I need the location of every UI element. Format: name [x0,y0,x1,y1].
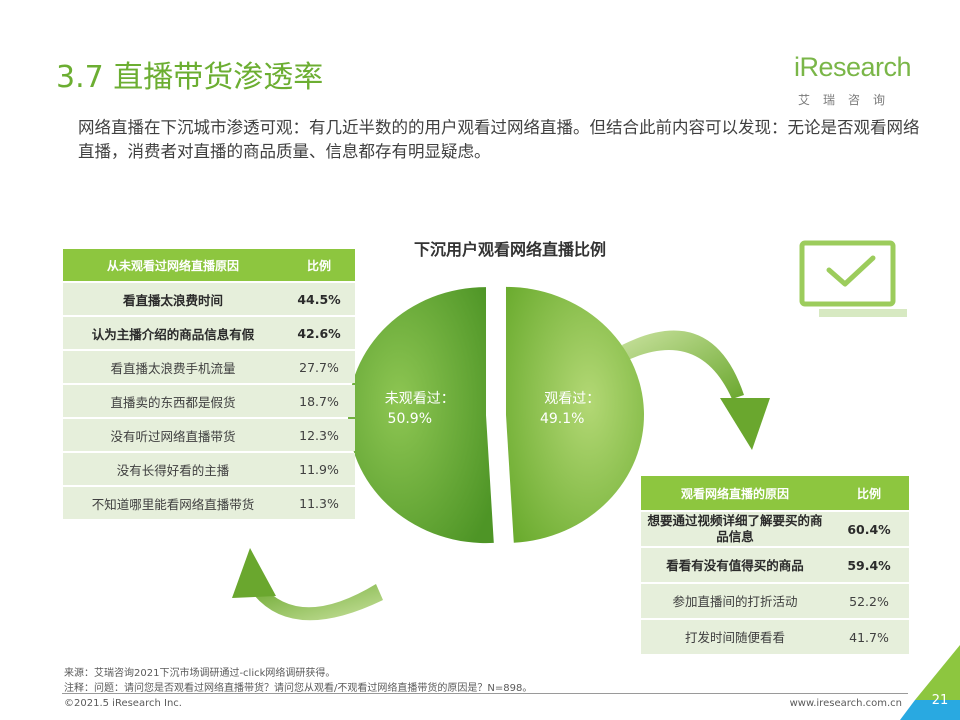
row-reason: 看直播太浪费时间 [63,283,283,315]
row-reason: 不知道哪里能看网络直播带货 [63,487,283,519]
monitor-check-icon [799,240,907,317]
row-reason: 看看有没有值得买的商品 [641,548,829,582]
table-row: 想要通过视频详细了解要买的商品信息 60.4% [641,512,909,546]
header-pct: 比例 [283,249,355,281]
logo-subtitle: 艾瑞咨询 [798,93,899,107]
curved-arrow-icon [232,548,383,621]
table-row: 不知道哪里能看网络直播带货 11.3% [63,487,355,519]
row-pct: 42.6% [283,317,355,349]
table-row: 看直播太浪费时间 44.5% [63,283,355,315]
footer-copyright: ©2021.5 iResearch Inc. [64,698,182,709]
table-header-row: 从未观看过网络直播原因 比例 [63,249,355,281]
intro-paragraph: 网络直播在下沉城市渗透可观：有几近半数的的用户观看过网络直播。但结合此前内容可以… [78,118,920,161]
table-row: 看看有没有值得买的商品 59.4% [641,548,909,582]
row-pct: 52.2% [829,584,909,618]
footer-source: 来源：艾瑞咨询2021下沉市场调研通过-click网络调研获得。 [64,668,336,679]
footer-divider [62,693,908,694]
page-title: 3.7 直播带货渗透率 [56,60,324,95]
table-row: 看直播太浪费手机流量 27.7% [63,351,355,383]
curved-arrow-icon [622,330,770,450]
logo-text: iResearch [794,52,912,82]
row-pct: 60.4% [829,512,909,546]
watched-reasons-table: 观看网络直播的原因 比例 想要通过视频详细了解要买的商品信息 60.4% 看看有没有… [641,474,909,656]
row-reason: 想要通过视频详细了解要买的商品信息 [641,512,829,546]
footer-note: 注释：问题：请问您是否观看过网络直播带货？请问您从观看/不观看过网络直播带货的原… [64,683,533,694]
row-reason: 认为主播介绍的商品信息有假 [63,317,283,349]
not-watched-reasons-table: 从未观看过网络直播原因 比例 看直播太浪费时间 44.5% 认为主播介绍的商品信息有… [63,247,355,521]
row-reason: 直播卖的东西都是假货 [63,385,283,417]
row-pct: 11.9% [283,453,355,485]
row-reason: 看直播太浪费手机流量 [63,351,283,383]
row-pct: 59.4% [829,548,909,582]
header-reason: 观看网络直播的原因 [641,476,829,510]
row-pct: 12.3% [283,419,355,451]
table-row: 参加直播间的打折活动 52.2% [641,584,909,618]
row-reason: 打发时间随便看看 [641,620,829,654]
row-reason: 没有听过网络直播带货 [63,419,283,451]
pie-slice-watched [505,286,644,543]
header-reason: 从未观看过网络直播原因 [63,249,283,281]
row-pct: 41.7% [829,620,909,654]
corner-triangle-blue [900,700,960,720]
header-pct: 比例 [829,476,909,510]
table-row: 没有听过网络直播带货 12.3% [63,419,355,451]
pie-chart: 未观看过： 50.9% 观看过： 49.1% [348,286,644,544]
row-reason: 没有长得好看的主播 [63,453,283,485]
row-pct: 18.7% [283,385,355,417]
table-row: 打发时间随便看看 41.7% [641,620,909,654]
corner-triangle-green [915,645,960,700]
table-row: 没有长得好看的主播 11.9% [63,453,355,485]
row-pct: 11.3% [283,487,355,519]
pie-value-1: 49.1% [540,411,584,427]
table-row: 认为主播介绍的商品信息有假 42.6% [63,317,355,349]
row-pct: 27.7% [283,351,355,383]
table-header-row: 观看网络直播的原因 比例 [641,476,909,510]
pie-slice-not-watched [348,287,494,544]
table-row: 直播卖的东西都是假货 18.7% [63,385,355,417]
page-number: 21 [931,693,949,708]
pie-label-1: 观看过： [544,391,600,407]
footer-url[interactable]: www.iresearch.com.cn [789,698,902,709]
row-reason: 参加直播间的打折活动 [641,584,829,618]
row-pct: 44.5% [283,283,355,315]
iresearch-logo: iResearch 艾瑞咨询 [790,48,930,112]
pie-label-0: 未观看过： [385,391,455,407]
pie-value-0: 50.9% [388,411,432,427]
chart-title: 下沉用户观看网络直播比例 [413,240,606,259]
